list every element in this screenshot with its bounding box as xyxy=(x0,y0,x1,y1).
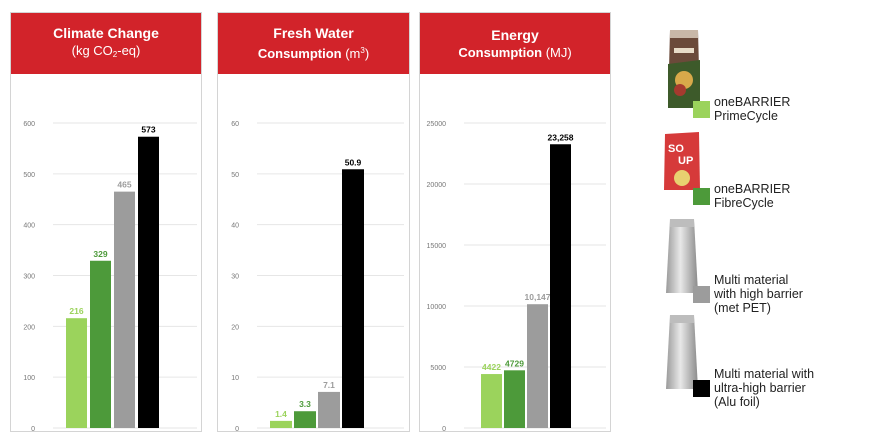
panel-unit: Consumption (MJ) xyxy=(458,44,571,61)
bar xyxy=(481,374,502,428)
unit-text: (MJ) xyxy=(542,44,572,60)
svg-text:UP: UP xyxy=(678,155,693,167)
panel-unit: (kg CO2-eq) xyxy=(72,42,141,63)
unit-text: (m xyxy=(341,46,361,61)
data-label: 10,147 xyxy=(525,292,551,302)
y-tick-label: 0 xyxy=(31,426,35,431)
legend-swatch xyxy=(693,379,710,397)
data-label: 7.1 xyxy=(323,380,335,390)
legend-label: oneBARRIER PrimeCycle xyxy=(714,95,791,123)
data-label: 216 xyxy=(69,306,83,316)
y-tick-label: 600 xyxy=(23,121,35,128)
bar xyxy=(90,260,111,428)
bar xyxy=(318,391,340,428)
bar xyxy=(66,318,87,428)
legend: SO UP oneBARRIER PrimeCycle oneBARRIER F… xyxy=(640,0,870,438)
legend-item-met-pet: Multi material with high barrier (met PE… xyxy=(693,273,803,315)
data-label: 4422 xyxy=(482,362,501,372)
chart-panel-energy: Energy Consumption (MJ) 0 5000 10000 15000 2… xyxy=(419,12,611,432)
panel-header: Climate Change (kg CO2-eq) xyxy=(11,13,201,74)
svg-text:SO: SO xyxy=(668,143,684,155)
y-tick-label: 15000 xyxy=(427,243,447,250)
y-tick-label: 60 xyxy=(231,121,239,128)
bar xyxy=(138,136,159,428)
chart-panel-climate-change: Climate Change (kg CO2-eq) 0 100 200 300 400… xyxy=(10,12,202,432)
silver-bag-icon xyxy=(666,219,698,293)
bar-chart-energy: 0 5000 10000 15000 20000 25000 4422 4729 10,147 2… xyxy=(427,121,606,431)
data-label: 23,258 xyxy=(548,132,574,142)
y-tick-label: 10000 xyxy=(427,304,447,311)
y-tick-label: 5000 xyxy=(430,365,446,372)
bar xyxy=(527,304,548,428)
silver-bag-icon xyxy=(666,315,698,389)
panel-header: Fresh Water Consumption (m3) xyxy=(218,13,409,74)
bar xyxy=(550,144,571,428)
panel-title: Climate Change xyxy=(53,24,159,41)
y-tick-label: 10 xyxy=(231,375,239,382)
legend-item-alu-foil: Multi material with ultra-high barrier (… xyxy=(693,367,814,409)
data-label: 3.3 xyxy=(299,399,311,409)
unit-subscript: 2 xyxy=(112,49,118,59)
panel-title-line2: Consumption xyxy=(458,44,543,60)
coffee-pouch-icon xyxy=(668,30,700,108)
y-tick-label: 0 xyxy=(442,426,446,431)
legend-swatch xyxy=(693,187,710,205)
chart-panel-fresh-water: Fresh Water Consumption (m3) 0 10 20 30 40 50… xyxy=(217,12,410,432)
data-label: 465 xyxy=(117,180,131,190)
panel-title: Energy xyxy=(491,26,539,43)
bar xyxy=(342,169,364,428)
bar-chart-fresh-water: 0 10 20 30 40 50 60 1.4 3.3 7.1 50.9 xyxy=(231,121,404,431)
y-tick-label: 200 xyxy=(23,324,35,331)
bar-chart-climate-change: 0 100 200 300 400 500 600 216 329 465 573 xyxy=(23,121,197,431)
data-label: 573 xyxy=(141,125,155,135)
legend-item-fibrecycle: oneBARRIER FibreCycle xyxy=(693,182,790,210)
bar xyxy=(114,191,135,428)
unit-text-end: -eq) xyxy=(117,42,141,58)
y-tick-label: 300 xyxy=(23,274,35,281)
y-tick-label: 100 xyxy=(23,375,35,382)
soup-pouch-icon: SO UP xyxy=(664,132,700,190)
data-label: 329 xyxy=(93,249,107,259)
data-label: 50.9 xyxy=(345,157,362,167)
y-tick-label: 25000 xyxy=(427,121,447,128)
legend-swatch xyxy=(693,100,710,118)
panel-unit: Consumption (m3) xyxy=(258,42,369,62)
y-tick-label: 20 xyxy=(231,324,239,331)
y-tick-label: 500 xyxy=(23,172,35,179)
legend-swatch xyxy=(693,285,710,303)
y-tick-label: 50 xyxy=(231,172,239,179)
panel-header: Energy Consumption (MJ) xyxy=(420,13,610,74)
unit-text-end: ) xyxy=(364,46,370,61)
y-tick-label: 400 xyxy=(23,223,35,230)
unit-text: (kg CO xyxy=(71,42,113,58)
y-tick-label: 40 xyxy=(231,223,239,230)
legend-label: Multi material with ultra-high barrier (… xyxy=(714,367,815,409)
y-tick-label: 30 xyxy=(231,274,239,281)
y-tick-label: 0 xyxy=(235,426,239,431)
panel-title: Fresh Water xyxy=(273,25,354,41)
panel-title-line2: Consumption xyxy=(257,46,342,61)
bar xyxy=(504,370,525,428)
data-label: 1.4 xyxy=(275,409,287,419)
unit-superscript: 3 xyxy=(360,46,365,55)
legend-label: Multi material with high barrier (met PE… xyxy=(714,273,803,315)
data-label: 4729 xyxy=(505,358,524,368)
bar xyxy=(294,411,316,428)
legend-item-primecycle: oneBARRIER PrimeCycle xyxy=(693,95,790,123)
bar xyxy=(270,420,292,428)
legend-label: oneBARRIER FibreCycle xyxy=(714,182,791,210)
y-tick-label: 20000 xyxy=(427,182,447,189)
